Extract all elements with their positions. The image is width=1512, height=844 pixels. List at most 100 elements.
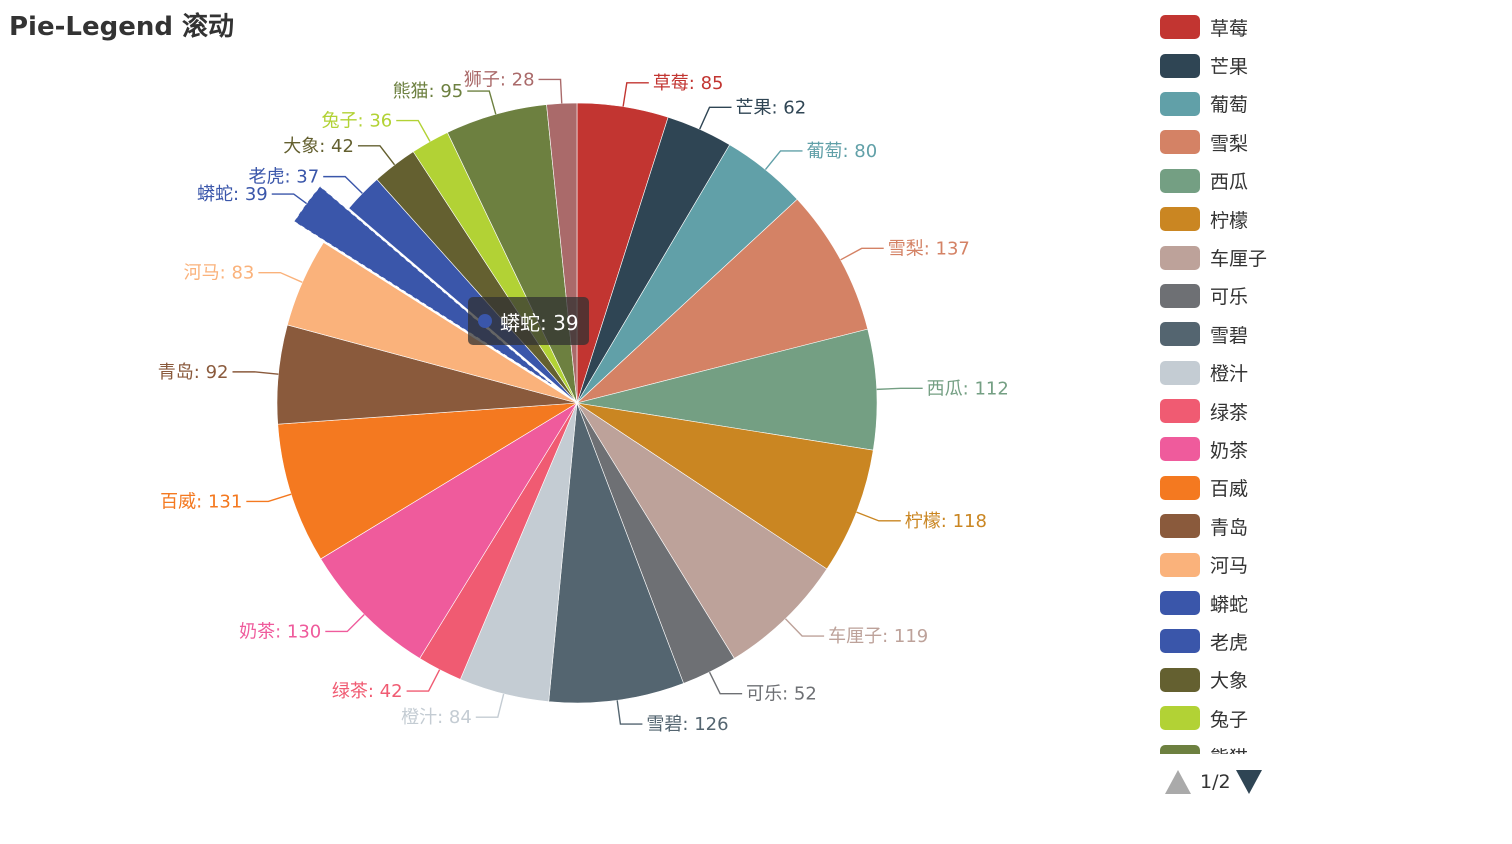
legend-swatch <box>1160 360 1200 385</box>
leader-line-20 <box>538 78 563 104</box>
legend-swatch <box>1160 322 1200 347</box>
slice-label-20: 狮子: 28 <box>464 69 535 90</box>
legend-label: 奶茶 <box>1210 439 1249 462</box>
leader-line-5 <box>856 511 901 522</box>
legend-item-14[interactable]: 河马 <box>1160 545 1360 583</box>
slice-label-4: 西瓜: 112 <box>927 378 1009 399</box>
pie-slice-8[interactable] <box>548 402 684 704</box>
leader-line-17 <box>357 145 396 166</box>
legend-prev-page-icon[interactable] <box>1165 770 1191 794</box>
legend-label: 草莓 <box>1210 17 1249 40</box>
pie-slice-5[interactable] <box>576 402 874 570</box>
legend-label: 橙汁 <box>1210 363 1249 386</box>
legend-swatch <box>1160 475 1200 500</box>
leader-line-12 <box>246 493 292 503</box>
legend-swatch <box>1160 399 1200 424</box>
legend-swatch <box>1160 91 1200 116</box>
leader-line-8 <box>616 700 643 725</box>
legend-item-13[interactable]: 青岛 <box>1160 507 1360 545</box>
legend-item-3[interactable]: 雪梨 <box>1160 123 1360 161</box>
legend-item-7[interactable]: 可乐 <box>1160 277 1360 315</box>
legend-swatch <box>1160 53 1200 78</box>
legend-item-9[interactable]: 橙汁 <box>1160 354 1360 392</box>
slice-label-13: 青岛: 92 <box>158 362 229 383</box>
legend-item-6[interactable]: 车厘子 <box>1160 238 1360 276</box>
legend-swatch <box>1160 744 1200 754</box>
legend-item-11[interactable]: 奶茶 <box>1160 430 1360 468</box>
legend-label: 芒果 <box>1210 56 1249 79</box>
legend-item-18[interactable]: 兔子 <box>1160 699 1360 737</box>
leader-line-16 <box>323 175 363 194</box>
leader-line-11 <box>325 614 365 633</box>
pie-slice-3[interactable] <box>576 198 869 404</box>
legend-item-10[interactable]: 绿茶 <box>1160 392 1360 430</box>
slice-label-7: 可乐: 52 <box>746 684 817 705</box>
slice-label-18: 兔子: 36 <box>322 111 393 132</box>
legend-item-5[interactable]: 柠檬 <box>1160 200 1360 238</box>
legend-item-15[interactable]: 蟒蛇 <box>1160 584 1360 622</box>
pie-slice-6[interactable] <box>576 402 828 659</box>
legend-label: 河马 <box>1210 555 1249 578</box>
pie-slice-4[interactable] <box>576 328 878 451</box>
leader-line-2 <box>764 150 803 171</box>
leader-line-14 <box>258 271 303 283</box>
slice-label-19: 熊猫: 95 <box>393 81 464 102</box>
legend-label: 熊猫 <box>1210 743 1248 754</box>
leader-line-6 <box>784 618 825 637</box>
legend-swatch <box>1160 667 1200 692</box>
slice-label-2: 葡萄: 80 <box>807 141 878 162</box>
legend: 草莓芒果葡萄雪梨西瓜柠檬车厘子可乐雪碧橙汁绿茶奶茶百威青岛河马蟒蛇老虎大象兔子熊… <box>1160 8 1360 754</box>
legend-item-16[interactable]: 老虎 <box>1160 622 1360 660</box>
slice-label-16: 老虎: 37 <box>249 167 320 188</box>
legend-swatch <box>1160 437 1200 462</box>
pie-slice-14[interactable] <box>286 242 578 404</box>
legend-swatch <box>1160 629 1200 654</box>
leader-line-15 <box>271 193 308 205</box>
legend-label: 柠檬 <box>1210 209 1249 232</box>
legend-swatch <box>1160 552 1200 577</box>
legend-item-2[interactable]: 葡萄 <box>1160 85 1360 123</box>
legend-item-17[interactable]: 大象 <box>1160 661 1360 699</box>
legend-label: 车厘子 <box>1210 248 1268 271</box>
slice-label-1: 芒果: 62 <box>735 97 806 118</box>
slice-label-6: 车厘子: 119 <box>828 626 928 647</box>
slice-label-9: 橙汁: 84 <box>401 707 472 728</box>
slice-label-0: 草莓: 85 <box>653 73 724 94</box>
pie-chart: 草莓: 85 芒果: 62 葡萄: 80 雪梨: 137 西瓜: 112 柠檬: 118 车… <box>158 69 1009 735</box>
legend-label: 大象 <box>1210 670 1249 693</box>
leader-line-19 <box>467 90 497 115</box>
tooltip-color-dot <box>478 314 492 328</box>
leader-line-3 <box>840 247 884 261</box>
legend-label: 蟒蛇 <box>1210 593 1249 616</box>
leader-line-0 <box>622 82 649 107</box>
legend-label: 青岛 <box>1210 516 1249 539</box>
slice-label-17: 大象: 42 <box>283 136 354 157</box>
legend-swatch <box>1160 130 1200 155</box>
legend-item-19[interactable]: 熊猫 <box>1160 737 1360 754</box>
slice-label-5: 柠檬: 118 <box>905 511 987 532</box>
slice-label-11: 奶茶: 130 <box>239 621 321 642</box>
legend-item-4[interactable]: 西瓜 <box>1160 162 1360 200</box>
legend-item-12[interactable]: 百威 <box>1160 469 1360 507</box>
slice-label-15: 蟒蛇: 39 <box>197 184 268 205</box>
legend-label: 雪梨 <box>1210 132 1249 155</box>
legend-swatch <box>1160 207 1200 232</box>
legend-item-1[interactable]: 芒果 <box>1160 46 1360 84</box>
tooltip: 蟒蛇: 39 <box>468 297 589 345</box>
legend-swatch <box>1160 591 1200 616</box>
legend-next-page-icon[interactable] <box>1236 770 1262 794</box>
legend-item-0[interactable]: 草莓 <box>1160 8 1360 46</box>
legend-item-8[interactable]: 雪碧 <box>1160 315 1360 353</box>
leader-line-4 <box>876 387 923 391</box>
leader-line-18 <box>396 119 431 142</box>
leader-line-7 <box>708 671 743 695</box>
legend-swatch <box>1160 283 1200 308</box>
legend-label: 绿茶 <box>1210 401 1249 424</box>
leader-line-1 <box>699 106 732 130</box>
legend-page-info: 1/2 <box>1200 771 1231 793</box>
tooltip-text: 蟒蛇: 39 <box>500 310 579 335</box>
slice-label-12: 百威: 131 <box>160 491 242 512</box>
legend-label: 雪碧 <box>1210 324 1249 347</box>
legend-swatch <box>1160 15 1200 40</box>
slice-label-10: 绿茶: 42 <box>332 681 403 702</box>
